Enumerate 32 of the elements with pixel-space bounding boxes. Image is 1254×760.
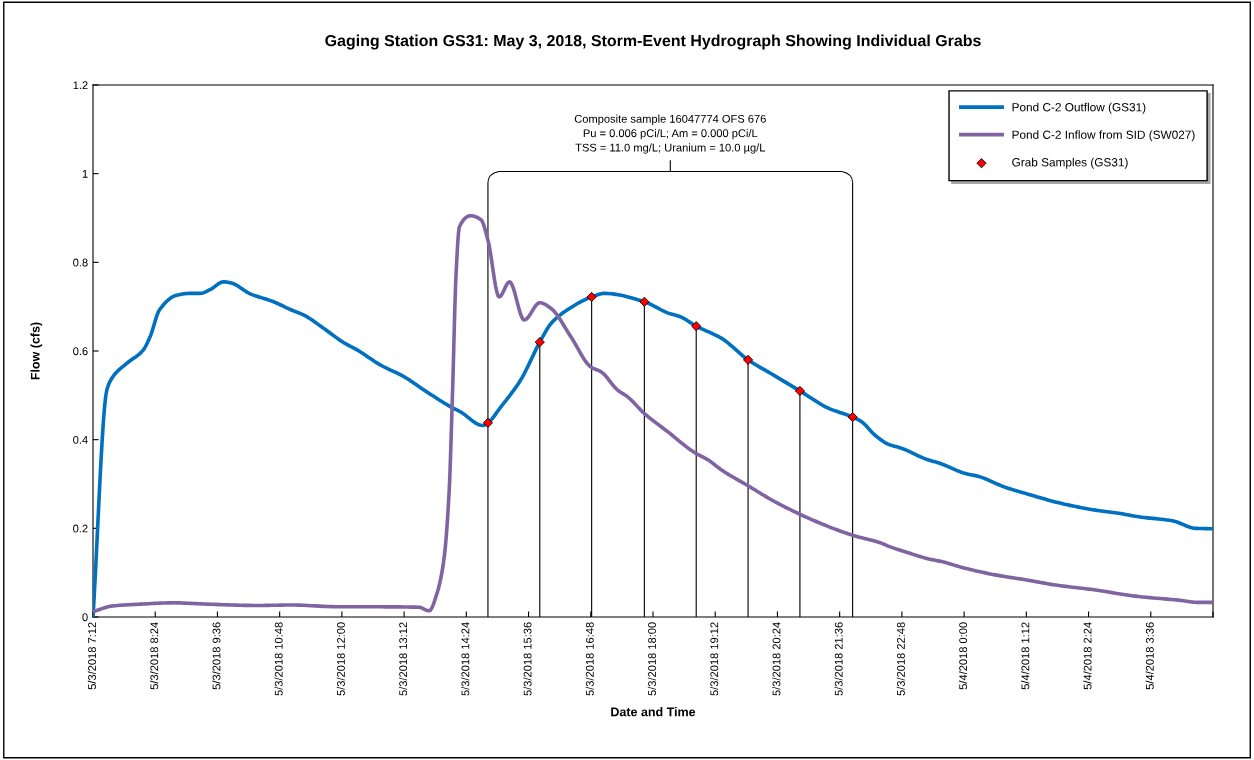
y-axis-title: Flow (cfs) — [30, 322, 43, 380]
x-tick-label: 5/3/2018 13:12 — [398, 622, 408, 696]
x-tick-label: 5/4/2018 0:00 — [958, 622, 968, 690]
y-tick-label: 0.2 — [73, 524, 88, 533]
legend-label: Pond C-2 Inflow from SID (SW027) — [1012, 130, 1195, 142]
x-tick-label: 5/3/2018 7:12 — [87, 622, 96, 690]
x-axis-title: Date and Time — [611, 707, 696, 717]
x-tick-label: 5/3/2018 12:00 — [336, 622, 345, 696]
chart-title: Gaging Station GS31: May 3, 2018, Storm-Event Hydrograph Showing Individual Grabs — [325, 34, 981, 50]
legend-label: Pond C-2 Outflow (GS31) — [1012, 102, 1146, 114]
x-tick-label: 5/3/2018 21:36 — [834, 622, 843, 696]
x-tick-label: 5/3/2018 16:48 — [585, 622, 594, 696]
x-tick-label: 5/4/2018 2:24 — [1083, 622, 1092, 690]
y-tick-label: 1.2 — [73, 81, 88, 90]
y-tick-label: 0.8 — [73, 258, 88, 267]
x-tick-label: 5/3/2018 22:48 — [896, 622, 905, 696]
x-tick-label: 5/3/2018 14:24 — [461, 622, 470, 696]
x-tick-label: 5/3/2018 20:24 — [772, 622, 781, 696]
legend-label: Grab Samples (GS31) — [1012, 157, 1128, 169]
x-tick-label: 5/3/2018 19:12 — [710, 622, 719, 696]
y-tick-label: 0 — [82, 613, 88, 622]
x-tick-label: 5/3/2018 18:00 — [647, 622, 656, 696]
y-tick-label: 0.4 — [73, 435, 88, 444]
x-tick-label: 5/3/2018 10:48 — [274, 622, 283, 696]
y-tick-label: 1 — [82, 170, 88, 178]
x-tick-label: 5/4/2018 3:36 — [1145, 622, 1154, 690]
x-tick-label: 5/3/2018 8:24 — [150, 622, 159, 690]
y-tick-label: 0.6 — [73, 347, 88, 356]
x-tick-label: 5/3/2018 15:36 — [523, 622, 532, 696]
x-tick-label: 5/4/2018 1:12 — [1021, 622, 1030, 690]
annotation: Composite sample 16047774 OFS 676 Pu = 0.006 pCi/L; Am = 0.000 pCi/L TSS = 11.0 mg/L; Uranium = 10.0 µg/L — [574, 114, 766, 154]
x-tick-label: 5/3/2018 9:36 — [212, 622, 221, 690]
